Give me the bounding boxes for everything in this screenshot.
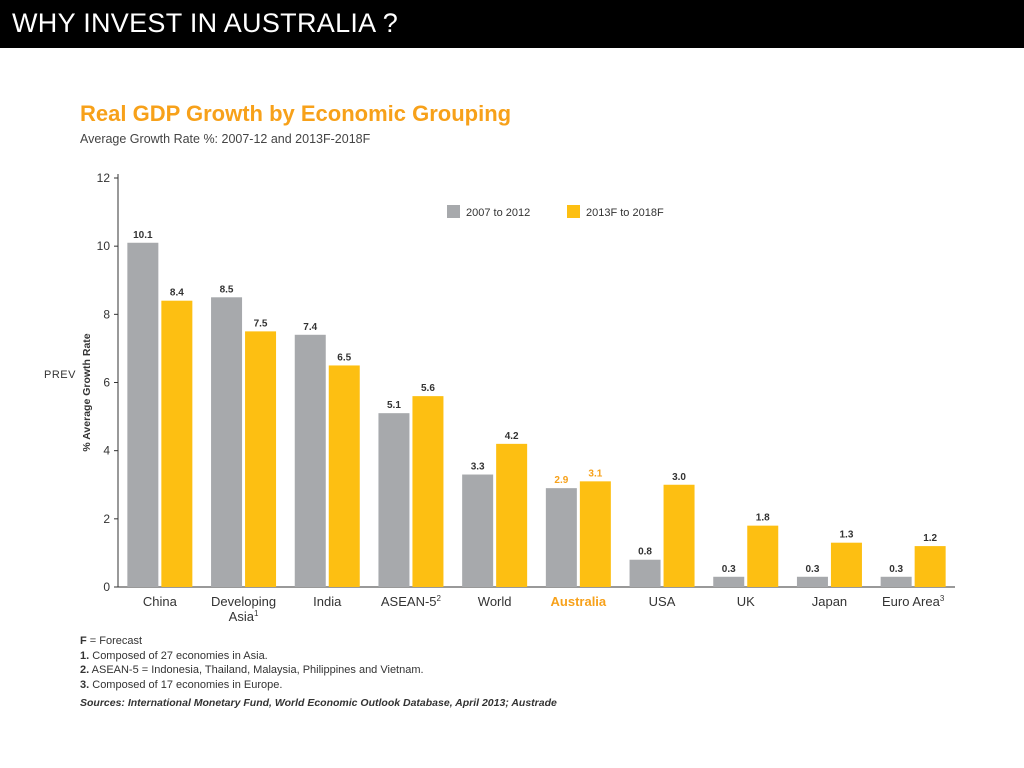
legend-label: 2007 to 2012 [466, 207, 530, 219]
y-tick-label: 8 [103, 307, 110, 321]
x-tick-label: ASEAN-52 [381, 594, 442, 609]
data-label: 3.3 [471, 462, 485, 473]
legend-swatch [447, 205, 460, 218]
bar-series2 [496, 443, 528, 587]
header-title: WHY INVEST IN AUSTRALIA ? [12, 8, 399, 38]
footnote-3: 3. Composed of 17 economies in Europe. [80, 678, 424, 693]
data-label: 0.3 [889, 564, 903, 575]
data-label: 5.6 [421, 383, 435, 394]
x-tick-superscript: 3 [940, 594, 945, 603]
footnote-text: Composed of 17 economies in Europe. [92, 678, 283, 691]
bar-series2 [747, 525, 779, 587]
chart-subtitle: Average Growth Rate %: 2007-12 and 2013F… [80, 132, 371, 146]
bar-series1 [127, 242, 159, 587]
data-label: 8.4 [170, 288, 184, 299]
y-tick-label: 12 [97, 171, 111, 185]
sources-text: Sources: International Monetary Fund, Wo… [80, 697, 557, 709]
data-label: 1.2 [923, 533, 937, 544]
bar-series1 [796, 576, 828, 587]
bar-series1 [880, 576, 912, 587]
y-tick-label: 6 [103, 376, 110, 390]
data-label: 1.8 [756, 513, 770, 524]
bar-series2 [914, 546, 946, 587]
data-label: 3.0 [672, 472, 686, 483]
x-tick-label: USA [649, 594, 676, 609]
bar-series2 [245, 331, 277, 587]
footnote-key: 1. [80, 649, 90, 662]
bar-series2 [579, 481, 611, 587]
x-tick-superscript: 2 [437, 594, 442, 603]
x-tick-label: Developing [211, 594, 276, 609]
bar-series1 [545, 488, 577, 587]
bar-series1 [211, 297, 243, 587]
y-tick-label: 2 [103, 512, 110, 526]
x-tick-label: World [478, 594, 512, 609]
bar-series1 [294, 334, 326, 587]
x-tick-label: Australia [551, 594, 607, 609]
x-tick-label: UK [737, 594, 755, 609]
footnote-text: = Forecast [89, 635, 143, 647]
x-tick-label: India [313, 594, 342, 609]
x-tick-label: China [143, 594, 178, 609]
bar-series2 [830, 542, 862, 587]
bar-series2 [161, 300, 193, 587]
x-tick-superscript: 1 [254, 609, 259, 618]
y-tick-label: 4 [103, 444, 110, 458]
bar-series2 [663, 484, 695, 587]
y-tick-label: 10 [97, 239, 111, 253]
data-label: 1.3 [839, 530, 853, 541]
data-label: 6.5 [337, 352, 351, 363]
data-label: 4.2 [505, 431, 519, 442]
footnote-forecast: F = Forecast [80, 634, 424, 649]
y-tick-label: 0 [103, 580, 110, 594]
legend-label: 2013F to 2018F [586, 207, 664, 219]
bar-series1 [462, 474, 494, 587]
data-label: 10.1 [133, 230, 153, 241]
bar-series1 [629, 559, 661, 587]
footnote-2: 2. ASEAN-5 = Indonesia, Thailand, Malays… [80, 663, 424, 678]
footnote-text: ASEAN-5 = Indonesia, Thailand, Malaysia,… [91, 664, 424, 676]
footnote-key: 2. [80, 664, 90, 676]
data-label: 5.1 [387, 400, 401, 411]
bar-series2 [412, 396, 444, 587]
bar-series2 [328, 365, 360, 587]
header-bar: WHY INVEST IN AUSTRALIA ? [0, 0, 1024, 48]
data-label: 0.8 [638, 547, 652, 558]
data-label: 7.4 [303, 322, 317, 333]
data-label: 8.5 [220, 284, 234, 295]
x-tick-label: Asia1 [229, 609, 259, 624]
bar-series1 [713, 576, 745, 587]
legend-swatch [567, 205, 580, 218]
data-label: 0.3 [805, 564, 819, 575]
data-label: 3.1 [588, 468, 602, 479]
x-tick-label: Japan [812, 594, 847, 609]
footnote-text: Composed of 27 economies in Asia. [92, 649, 268, 662]
prev-link[interactable]: PREV [44, 369, 76, 381]
footnote-key: F [80, 635, 87, 647]
x-tick-label: Euro Area3 [882, 594, 945, 609]
footnotes: F = Forecast 1. Composed of 27 economies… [80, 634, 424, 692]
bar-series1 [378, 413, 410, 587]
footnote-key: 3. [80, 678, 90, 691]
data-label: 2.9 [554, 475, 568, 486]
data-label: 7.5 [254, 318, 268, 329]
y-axis-label: % Average Growth Rate [81, 333, 93, 451]
chart-title: Real GDP Growth by Economic Grouping [80, 101, 512, 126]
data-label: 0.3 [722, 564, 736, 575]
footnote-1: 1. Composed of 27 economies in Asia. [80, 649, 424, 664]
